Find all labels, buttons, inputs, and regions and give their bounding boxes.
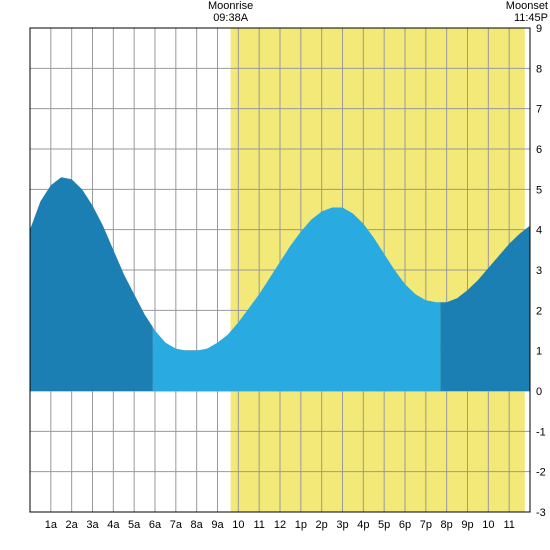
moonrise-title: Moonrise bbox=[201, 0, 261, 12]
top-labels: Moonrise 09:38A Moonset 11:45P bbox=[0, 0, 550, 28]
svg-text:6: 6 bbox=[536, 144, 542, 156]
svg-text:-3: -3 bbox=[536, 507, 546, 519]
moonrise-label: Moonrise 09:38A bbox=[201, 0, 261, 24]
svg-text:4a: 4a bbox=[107, 519, 120, 531]
svg-text:8p: 8p bbox=[441, 519, 453, 531]
svg-text:-1: -1 bbox=[536, 426, 546, 438]
svg-text:5a: 5a bbox=[128, 519, 141, 531]
svg-text:9p: 9p bbox=[461, 519, 473, 531]
svg-text:2p: 2p bbox=[316, 519, 328, 531]
tide-chart-container: Moonrise 09:38A Moonset 11:45P -3-2-1012… bbox=[0, 0, 550, 550]
svg-text:10: 10 bbox=[232, 519, 244, 531]
svg-text:2a: 2a bbox=[66, 519, 79, 531]
svg-text:10: 10 bbox=[482, 519, 494, 531]
svg-text:3a: 3a bbox=[86, 519, 99, 531]
svg-text:6a: 6a bbox=[149, 519, 162, 531]
svg-text:7p: 7p bbox=[420, 519, 432, 531]
svg-text:11: 11 bbox=[503, 519, 514, 531]
svg-text:-2: -2 bbox=[536, 467, 546, 479]
svg-text:8: 8 bbox=[536, 63, 542, 75]
svg-text:5: 5 bbox=[536, 184, 542, 196]
svg-text:4p: 4p bbox=[357, 519, 369, 531]
svg-text:3p: 3p bbox=[336, 519, 348, 531]
svg-text:11: 11 bbox=[253, 519, 264, 531]
svg-text:8a: 8a bbox=[191, 519, 204, 531]
svg-text:7: 7 bbox=[536, 104, 542, 116]
moonset-title: Moonset bbox=[506, 0, 548, 12]
svg-text:9a: 9a bbox=[211, 519, 224, 531]
svg-text:1p: 1p bbox=[295, 519, 307, 531]
moonrise-time: 09:38A bbox=[201, 12, 261, 24]
svg-text:1a: 1a bbox=[45, 519, 58, 531]
svg-text:6p: 6p bbox=[399, 519, 411, 531]
svg-text:7a: 7a bbox=[170, 519, 183, 531]
svg-text:2: 2 bbox=[536, 305, 542, 317]
moonset-time: 11:45P bbox=[506, 12, 548, 24]
svg-text:3: 3 bbox=[536, 265, 542, 277]
moonset-label: Moonset 11:45P bbox=[506, 0, 548, 24]
svg-text:12: 12 bbox=[274, 519, 286, 531]
svg-text:4: 4 bbox=[536, 225, 542, 237]
tide-chart: -3-2-101234567891a2a3a4a5a6a7a8a9a101112… bbox=[0, 0, 550, 550]
svg-text:0: 0 bbox=[536, 386, 542, 398]
svg-text:1: 1 bbox=[536, 346, 542, 358]
svg-text:5p: 5p bbox=[378, 519, 390, 531]
